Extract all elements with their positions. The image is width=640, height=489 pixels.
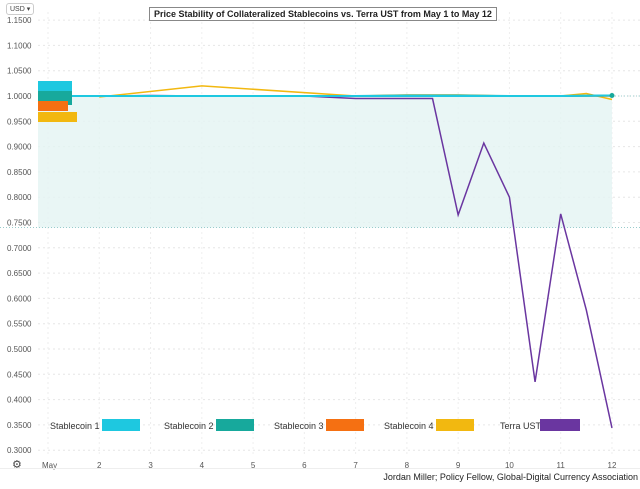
y-tick-label: 0.7500 <box>7 219 32 228</box>
y-tick-label: 0.9500 <box>7 117 32 126</box>
legend-label: Stablecoin 3 <box>274 421 324 431</box>
x-tick-label: 6 <box>302 461 307 470</box>
y-tick-label: 1.1000 <box>7 41 32 50</box>
last-value-dot <box>609 92 615 98</box>
x-tick-label: 8 <box>405 461 410 470</box>
y-tick-label: 1.0000 <box>7 92 32 101</box>
legend-label: Stablecoin 4 <box>384 421 434 431</box>
shaded-band <box>38 96 612 228</box>
y-tick-label: 0.8000 <box>7 193 32 202</box>
x-tick-label: 7 <box>353 461 358 470</box>
y-tick-label: 0.4000 <box>7 396 32 405</box>
y-tick-label: 0.8500 <box>7 168 32 177</box>
settings-gear-icon[interactable]: ⚙ <box>12 459 22 471</box>
x-tick-label: 3 <box>148 461 153 470</box>
x-tick-label: 10 <box>505 461 514 470</box>
legend-swatch <box>326 419 364 431</box>
series-line-stablecoin-1 <box>48 94 612 97</box>
legend-label: Stablecoin 1 <box>50 421 100 431</box>
legend-swatch <box>540 419 580 431</box>
chart-title: Price Stability of Collateralized Stable… <box>149 7 497 21</box>
legend-label: Stablecoin 2 <box>164 421 214 431</box>
legend-swatch <box>216 419 254 431</box>
credit-text: Jordan Miller; Policy Fellow, Global-Dig… <box>383 472 638 482</box>
y-tick-label: 0.6500 <box>7 269 32 278</box>
legend-label: Terra UST <box>500 421 542 431</box>
y-tick-label: 1.1500 <box>7 16 32 25</box>
y-tick-label: 0.3000 <box>7 446 32 455</box>
value-tag <box>38 101 68 111</box>
y-tick-label: 0.9000 <box>7 143 32 152</box>
x-tick-label: 4 <box>200 461 205 470</box>
value-tag <box>38 112 77 122</box>
x-tick-label: 12 <box>608 461 617 470</box>
y-tick-label: 0.4500 <box>7 370 32 379</box>
y-tick-label: 0.5000 <box>7 345 32 354</box>
x-tick-label: 5 <box>251 461 256 470</box>
legend-swatch <box>436 419 474 431</box>
legend-swatch <box>102 419 140 431</box>
currency-selector[interactable]: USD ▾ <box>6 3 35 15</box>
y-tick-label: 0.6000 <box>7 294 32 303</box>
y-tick-label: 0.5500 <box>7 320 32 329</box>
x-tick-label: May <box>42 461 57 470</box>
y-tick-label: 0.3500 <box>7 421 32 430</box>
x-tick-label: 11 <box>557 461 566 470</box>
y-tick-label: 0.7000 <box>7 244 32 253</box>
x-tick-label: 2 <box>97 461 102 470</box>
y-tick-label: 1.0500 <box>7 67 32 76</box>
footer-divider <box>0 468 640 469</box>
x-tick-label: 9 <box>456 461 461 470</box>
